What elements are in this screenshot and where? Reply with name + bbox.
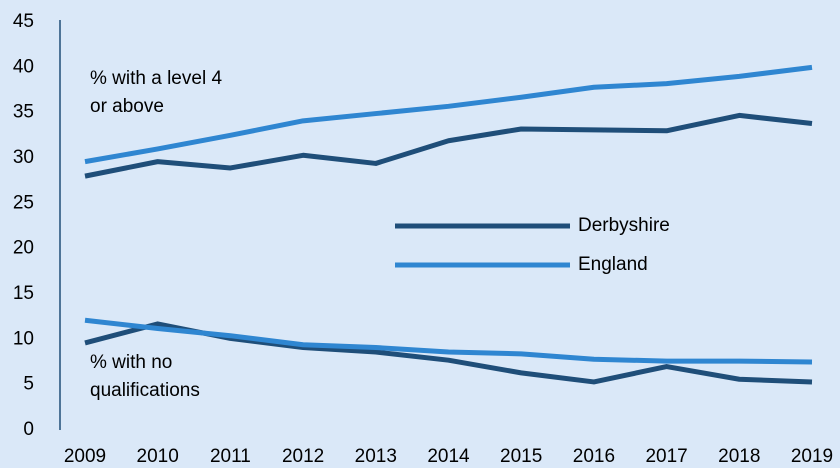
y-tick-label: 45	[13, 11, 34, 32]
annotation: % with no	[90, 352, 172, 373]
x-tick-label: 2012	[282, 446, 324, 467]
x-tick-label: 2019	[791, 446, 833, 467]
x-tick-label: 2011	[210, 446, 251, 467]
y-tick-label: 35	[13, 102, 34, 123]
x-tick-label: 2009	[64, 446, 106, 467]
legend-label: Derbyshire	[578, 215, 670, 236]
x-tick-label: 2013	[355, 446, 397, 467]
annotation: qualifications	[90, 380, 200, 401]
x-tick-label: 2014	[427, 446, 470, 467]
line-no-qualifications	[84, 317, 813, 365]
y-tick-label: 40	[13, 56, 34, 77]
x-tick-label: 2016	[573, 446, 615, 467]
y-tick-label: 0	[23, 419, 34, 440]
x-tick-label: 2017	[645, 446, 687, 467]
y-tick-label: 15	[13, 283, 34, 304]
annotation: % with a level 4	[90, 68, 222, 89]
annotation: or above	[90, 96, 164, 117]
y-tick-label: 5	[23, 374, 34, 395]
y-tick-label: 25	[13, 192, 34, 213]
line-level4	[84, 64, 813, 165]
x-tick-label: 2010	[137, 446, 179, 467]
legend-label: England	[578, 254, 648, 275]
x-tick-label: 2018	[718, 446, 760, 467]
y-tick-label: 10	[13, 328, 34, 349]
y-tick-label: 20	[13, 238, 34, 259]
y-tick-label: 30	[13, 147, 34, 168]
x-tick-label: 2015	[500, 446, 542, 467]
line-level4	[84, 112, 813, 179]
